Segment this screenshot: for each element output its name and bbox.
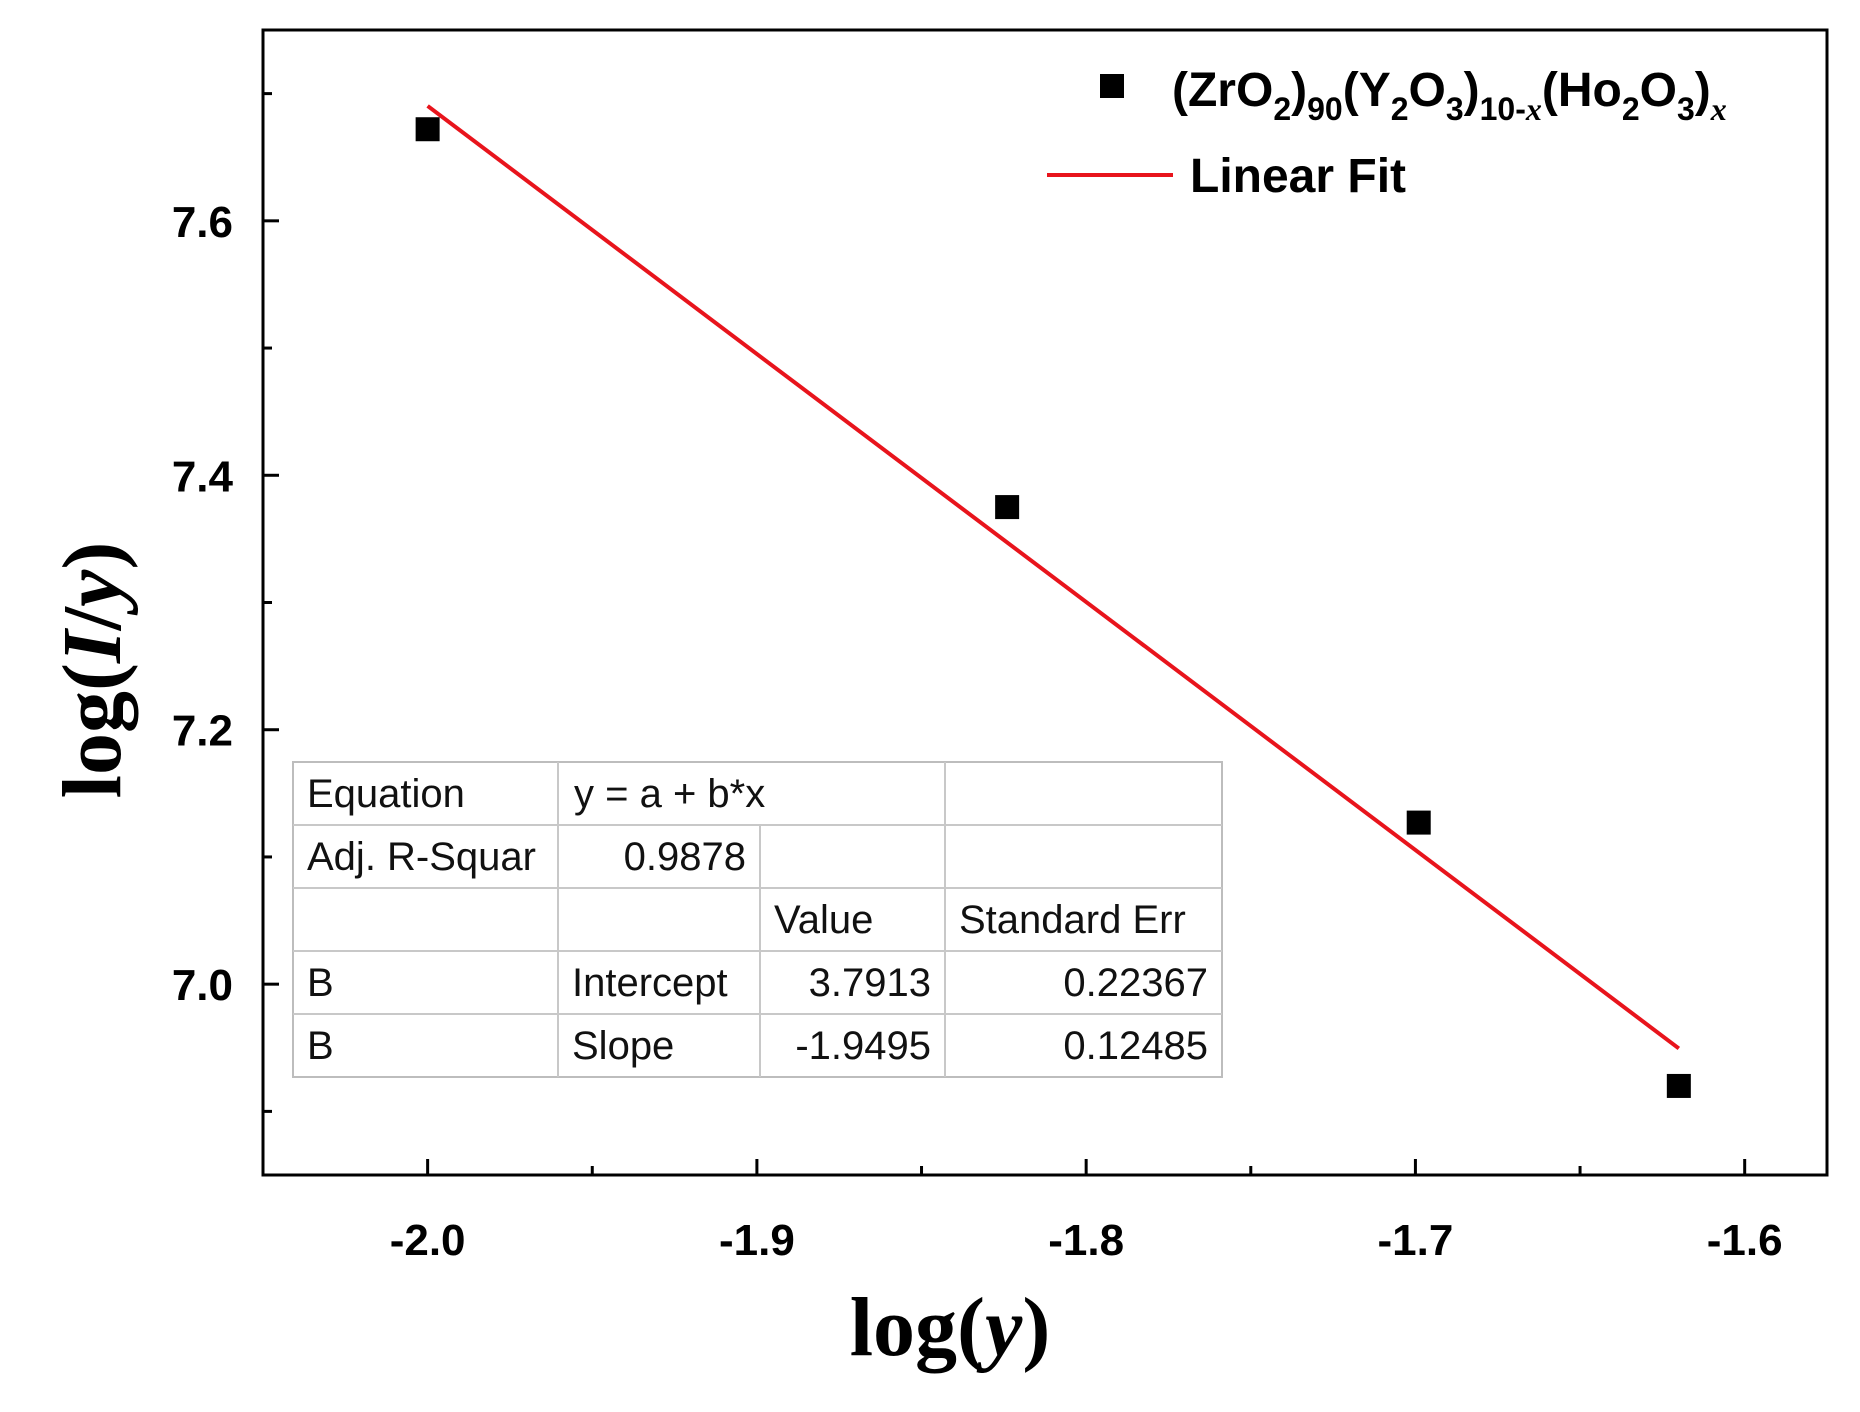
legend: (ZrO2)90(Y2O3)10-x(Ho2O3)x Linear Fit [1047, 64, 1727, 203]
legend-label-part: x [1525, 91, 1542, 127]
table-cell: 0.12485 [1063, 1024, 1208, 1068]
x-tick-label: -1.7 [1378, 1216, 1454, 1265]
x-tick-label: -1.9 [719, 1216, 795, 1265]
legend-label-part: ) [1464, 64, 1480, 117]
legend-label-part: ) [1291, 64, 1307, 117]
table-frame [292, 761, 1223, 1078]
table-cell: B [307, 961, 334, 1005]
legend-fit-label: Linear Fit [1190, 150, 1406, 203]
table-cell: 3.7913 [809, 961, 931, 1005]
fit-layer [426, 104, 1681, 1051]
y-axis-ticks: 7.0 7.2 7.4 7.6 [172, 92, 279, 1113]
legend-marker-square [1100, 74, 1124, 98]
legend-label-part: 2 [1622, 91, 1640, 127]
table-cell: y = a + b*x [574, 772, 765, 816]
legend-label-part: O [1640, 64, 1677, 117]
legend-label-part: ) [1695, 64, 1711, 117]
y-axis-title: log(I/y) [46, 542, 139, 799]
data-point [995, 495, 1020, 520]
legend-label-part: (Ho [1542, 64, 1622, 117]
y-tick-label: 7.6 [172, 198, 233, 247]
legend-label-part: (ZrO [1172, 64, 1273, 117]
table-cell: Intercept [572, 961, 728, 1005]
table-cell: Value [774, 898, 873, 942]
x-axis-title: log(y) [850, 1281, 1051, 1374]
legend-label-part: O [1409, 64, 1446, 117]
table-cell: -1.9495 [795, 1024, 931, 1068]
data-point [415, 117, 440, 142]
legend-label-part: 3 [1446, 91, 1464, 127]
linear-fit-line [426, 104, 1681, 1051]
table-cell: Equation [307, 772, 465, 816]
table-cell: 0.9878 [624, 835, 746, 879]
legend-label-part: 10- [1480, 91, 1526, 127]
legend-label-part: x [1710, 91, 1727, 127]
x-tick-label: -1.8 [1048, 1216, 1124, 1265]
table-cell: B [307, 1024, 334, 1068]
data-point [1666, 1073, 1691, 1098]
table-cell: 0.22367 [1063, 961, 1208, 1005]
legend-label-part: 2 [1273, 91, 1291, 127]
legend-label-part: 90 [1307, 91, 1343, 127]
y-tick-label: 7.4 [172, 452, 234, 501]
table-cell: Standard Err [959, 898, 1186, 942]
legend-label-part: 3 [1677, 91, 1695, 127]
points-layer [415, 117, 1691, 1098]
legend-label-part: (Y [1343, 64, 1391, 117]
legend-series-label: (ZrO2)90(Y2O3)10-x(Ho2O3)x [1172, 64, 1727, 127]
y-tick-label: 7.0 [172, 961, 233, 1010]
x-tick-label: -1.6 [1707, 1216, 1783, 1265]
y-tick-label: 7.2 [172, 707, 233, 756]
data-point [1406, 810, 1431, 835]
legend-label-part: 2 [1391, 91, 1409, 127]
fit-statistics-table: Equation y = a + b*x Adj. R-Squar 0.9878 Val… [292, 761, 1223, 1078]
table-cell: Adj. R-Squar [307, 835, 536, 879]
x-axis-ticks: -2.0 -1.9 -1.8 -1.7 -1.6 [390, 1159, 1783, 1265]
table-cell: Slope [572, 1024, 674, 1068]
x-tick-label: -2.0 [390, 1216, 466, 1265]
